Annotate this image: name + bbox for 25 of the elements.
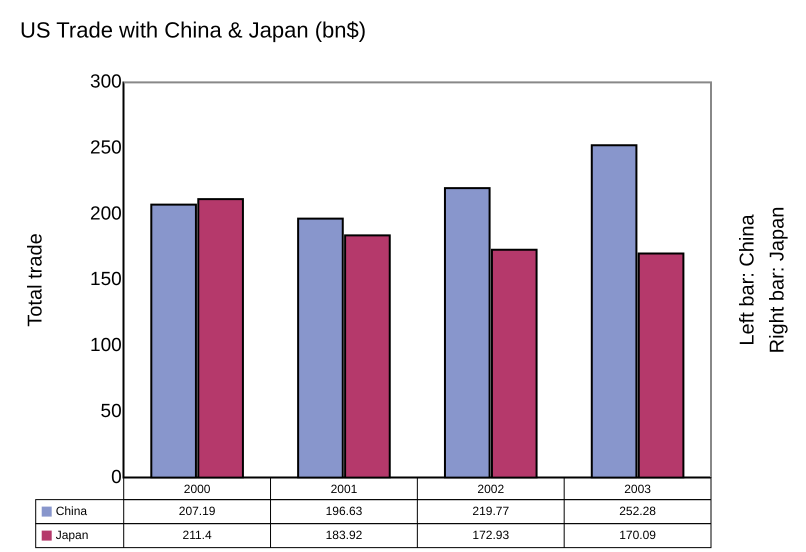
data-label: 207.19: [178, 504, 216, 518]
data-label: 170.09: [619, 528, 656, 542]
y-tick-label: 150: [90, 269, 122, 290]
y-tick-label: 50: [100, 400, 122, 422]
text: Left bar: China: [736, 214, 759, 346]
y-tick-label: 0: [111, 466, 122, 488]
chart-title: US Trade with China & Japan (bn$): [20, 17, 366, 42]
y-tick-label: 300: [90, 72, 122, 93]
y-axis-title: Total trade: [24, 233, 47, 327]
x-tick-label: 2003: [624, 482, 652, 496]
data-label: 211.4: [182, 528, 212, 542]
data-label: 219.77: [472, 504, 510, 518]
data-label: 196.63: [326, 504, 363, 518]
y-tick-label: 250: [90, 138, 122, 158]
legend-label: China: [56, 504, 88, 518]
data-label: 172.93: [472, 528, 510, 542]
text: Right bar: Japan: [766, 206, 789, 354]
x-tick-label: 2000: [184, 482, 211, 496]
x-tick-label: 2001: [330, 482, 358, 496]
y-tick-label: 200: [90, 203, 122, 224]
data-label: 183.92: [326, 528, 363, 542]
data-label: 252.28: [619, 504, 656, 518]
x-tick-label: 2002: [477, 482, 504, 496]
legend-label: Japan: [56, 528, 88, 542]
y-tick-label: 100: [90, 335, 122, 356]
